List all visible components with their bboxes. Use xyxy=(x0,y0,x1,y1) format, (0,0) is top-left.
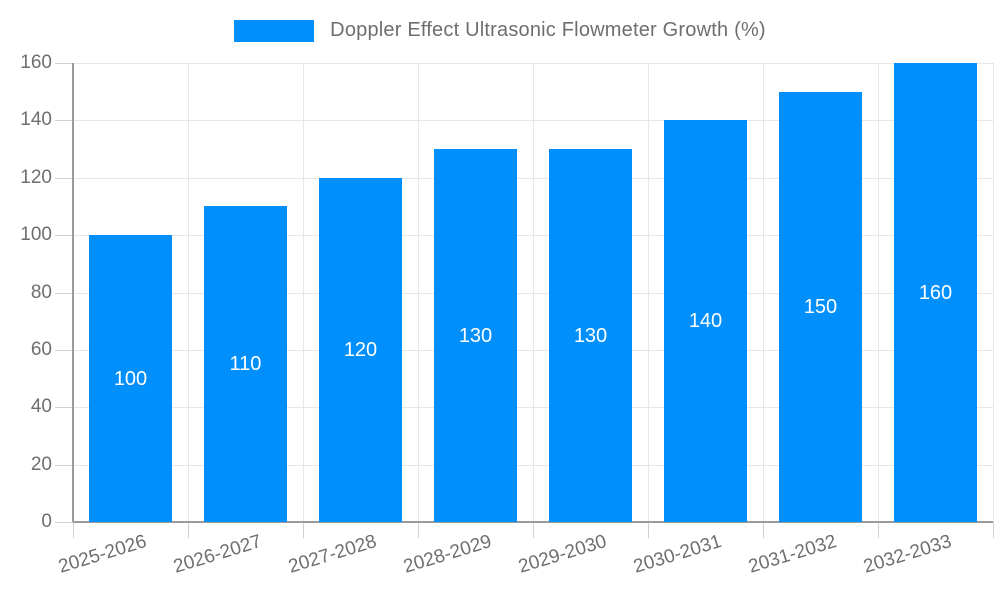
y-tick-label: 20 xyxy=(30,453,52,475)
x-tick-mark xyxy=(188,522,189,538)
x-tick-mark xyxy=(878,522,879,538)
y-tick-mark xyxy=(55,407,73,409)
x-gridline xyxy=(188,63,189,522)
bar-value-label: 130 xyxy=(573,324,608,347)
x-gridline xyxy=(533,63,534,522)
y-axis-line xyxy=(72,63,74,522)
x-tick-label: 2027-2028 xyxy=(285,531,379,578)
bar[interactable]: 140 xyxy=(664,120,747,522)
y-tick-label: 160 xyxy=(20,52,52,73)
bar-value-label: 110 xyxy=(229,353,262,376)
bar[interactable]: 110 xyxy=(204,206,287,522)
x-axis-line xyxy=(73,521,993,523)
y-tick-mark xyxy=(55,63,73,64)
y-tick-mark xyxy=(55,292,73,294)
x-tick-label: 2030-2031 xyxy=(630,531,724,578)
x-tick-mark xyxy=(648,522,649,538)
bar-value-label: 120 xyxy=(343,338,378,361)
x-tick-label: 2026-2027 xyxy=(170,531,264,578)
bar-value-label: 100 xyxy=(113,367,148,390)
bar[interactable]: 130 xyxy=(549,149,632,522)
x-gridline xyxy=(303,63,304,522)
y-tick-mark xyxy=(55,464,73,466)
x-tick-mark xyxy=(73,522,74,538)
x-tick-label: 2029-2030 xyxy=(515,531,609,578)
x-gridline xyxy=(763,63,764,522)
y-tick-label: 100 xyxy=(20,224,52,246)
x-gridline xyxy=(993,63,994,522)
y-tick-label: 60 xyxy=(30,338,52,360)
y-tick-mark xyxy=(55,177,73,179)
bar[interactable]: 160 xyxy=(894,63,977,522)
x-gridline xyxy=(648,63,649,522)
y-tick-mark xyxy=(55,120,73,122)
bar-value-label: 160 xyxy=(918,281,953,304)
y-tick-mark xyxy=(55,522,73,523)
bar-value-label: 140 xyxy=(688,310,723,333)
bar[interactable]: 120 xyxy=(319,177,402,522)
x-tick-mark xyxy=(418,522,419,538)
x-tick-label: 2025-2026 xyxy=(55,531,149,578)
bar[interactable]: 100 xyxy=(89,235,172,522)
x-tick-label: 2031-2032 xyxy=(745,531,839,578)
legend-label: Doppler Effect Ultrasonic Flowmeter Grow… xyxy=(330,19,766,41)
x-tick-mark xyxy=(533,522,534,538)
y-tick-label: 80 xyxy=(30,281,52,303)
x-gridline xyxy=(418,63,419,522)
y-tick-label: 0 xyxy=(41,511,52,532)
x-tick-label: 2032-2033 xyxy=(860,531,954,578)
bar-value-label: 130 xyxy=(458,324,493,347)
x-tick-mark xyxy=(303,522,304,538)
y-tick-mark xyxy=(55,349,73,351)
bar[interactable]: 130 xyxy=(434,149,517,522)
x-gridline xyxy=(878,63,879,522)
y-tick-label: 120 xyxy=(20,166,52,188)
y-tick-mark xyxy=(55,235,73,237)
x-tick-label: 2028-2029 xyxy=(400,531,494,578)
y-tick-label: 40 xyxy=(30,396,52,418)
y-tick-label: 140 xyxy=(20,109,52,131)
x-tick-mark xyxy=(763,522,764,538)
legend-swatch xyxy=(234,19,315,42)
x-tick-mark xyxy=(993,522,994,538)
bar[interactable]: 150 xyxy=(779,91,862,522)
bar-value-label: 150 xyxy=(803,295,838,318)
legend[interactable]: Doppler Effect Ultrasonic Flowmeter Grow… xyxy=(0,19,1000,42)
